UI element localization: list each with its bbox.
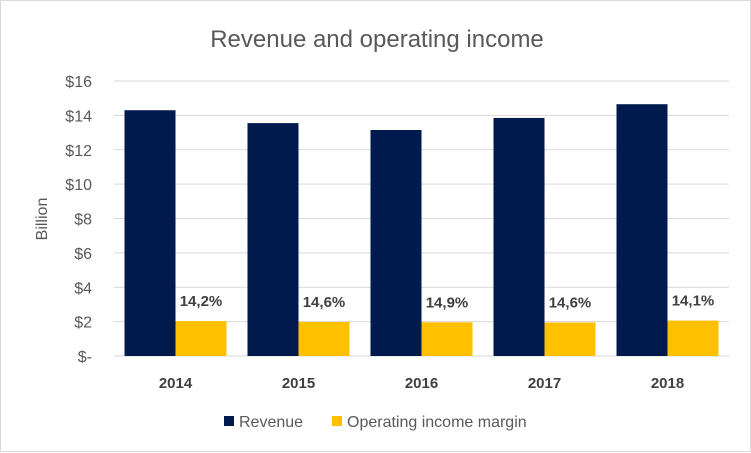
revenue-bar	[247, 123, 299, 356]
y-tick-label: $6	[74, 246, 92, 263]
data-label: 14,6%	[303, 294, 346, 311]
legend-label-revenue: Revenue	[239, 414, 303, 431]
data-label: 14,6%	[549, 294, 592, 311]
legend: Revenue Operating income margin	[224, 414, 527, 431]
y-tick-label: $8	[74, 212, 92, 229]
x-tick-label: 2016	[405, 375, 438, 392]
revenue-bar	[616, 104, 668, 356]
data-labels: 14,2% 14,6% 14,9% 14,6% 14,1%	[180, 293, 715, 312]
operating-income-bar	[667, 320, 719, 356]
y-tick-label: $16	[65, 74, 92, 91]
legend-label-operating-income: Operating income margin	[347, 414, 527, 431]
chart-title: Revenue and operating income	[210, 26, 544, 53]
y-tick-label: $12	[65, 143, 92, 160]
revenue-bar	[370, 129, 422, 356]
y-axis-ticks: $- $2 $4 $6 $8 $10 $12 $14 $16	[65, 74, 92, 366]
x-axis-categories: 2014 2015 2016 2017 2018	[159, 375, 684, 392]
y-tick-label: $2	[74, 315, 92, 332]
revenue-bar	[124, 110, 176, 356]
x-tick-label: 2018	[651, 375, 684, 392]
operating-income-bar	[298, 321, 350, 356]
operating-income-bar	[421, 322, 473, 356]
y-tick-label: $10	[65, 177, 92, 194]
x-tick-label: 2014	[159, 375, 193, 392]
operating-income-bar	[544, 322, 596, 356]
x-tick-label: 2017	[528, 375, 561, 392]
y-tick-label: $-	[78, 349, 92, 366]
x-tick-label: 2015	[282, 375, 315, 392]
operating-income-bar	[175, 321, 227, 356]
y-tick-label: $4	[74, 280, 92, 297]
data-label: 14,2%	[180, 293, 223, 310]
y-axis-title: Billion	[34, 198, 51, 241]
bars	[124, 104, 719, 356]
data-label: 14,1%	[672, 293, 715, 310]
legend-swatch-revenue	[224, 416, 234, 426]
y-tick-label: $14	[65, 108, 92, 125]
legend-swatch-operating-income	[332, 416, 342, 426]
revenue-bar	[493, 117, 545, 356]
data-label: 14,9%	[426, 294, 469, 311]
